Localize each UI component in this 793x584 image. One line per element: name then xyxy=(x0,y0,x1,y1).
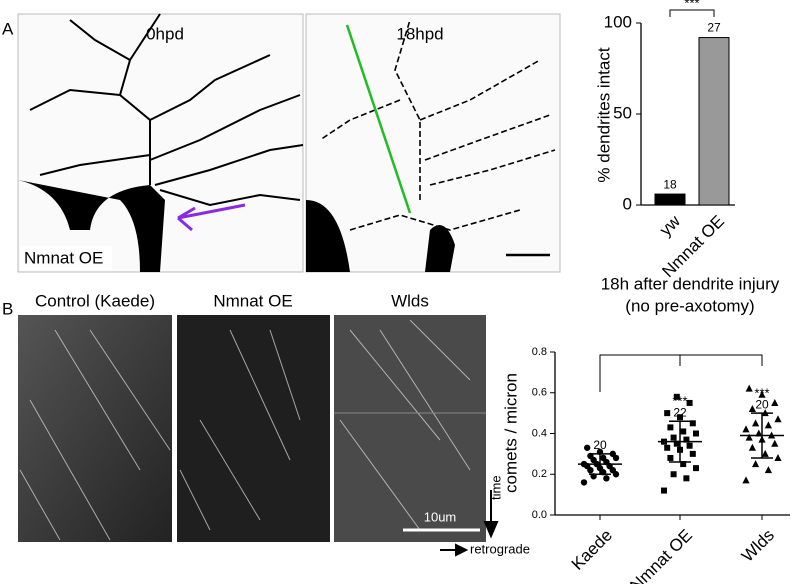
data-point xyxy=(584,444,591,451)
x-tick-label: yw xyxy=(656,211,685,240)
y-tick-label: 100 xyxy=(604,12,632,31)
data-point xyxy=(752,460,760,468)
data-point xyxy=(748,443,756,451)
x-tick-label: Wlds xyxy=(738,526,778,566)
data-point xyxy=(774,415,782,423)
data-point xyxy=(748,405,756,413)
significance-label: *** xyxy=(672,394,687,409)
data-point xyxy=(664,410,671,417)
data-point xyxy=(683,475,690,482)
image-title: Wlds xyxy=(391,291,429,310)
retrograde-arrow xyxy=(440,543,469,557)
n-label: 27 xyxy=(707,21,721,35)
n-label: 20 xyxy=(593,438,607,452)
data-point xyxy=(774,453,782,461)
y-tick-label: 50 xyxy=(613,103,632,122)
significance-bracket xyxy=(669,9,715,17)
image-title: Nmnat OE xyxy=(213,291,292,310)
y-axis-title: comets / micron xyxy=(501,373,520,493)
data-point xyxy=(677,414,683,421)
image-title: 18hpd xyxy=(396,24,443,43)
image-note: Nmnat OE xyxy=(24,248,103,267)
data-point xyxy=(755,429,763,437)
data-point xyxy=(661,487,667,494)
time-arrow xyxy=(483,490,499,539)
time-label: time xyxy=(488,475,503,500)
n-label: 22 xyxy=(673,405,687,419)
y-tick-label: 0.0 xyxy=(532,509,547,521)
x-axis-title: (no pre-axotomy) xyxy=(625,296,754,315)
panel-label: A xyxy=(2,19,14,38)
x-tick-label: Nmnat OE xyxy=(626,526,696,584)
error-bar xyxy=(589,453,611,475)
data-point xyxy=(680,428,687,435)
data-point xyxy=(580,479,588,486)
data-point xyxy=(752,419,760,427)
significance-bracket xyxy=(599,354,763,392)
data-point xyxy=(670,434,677,441)
data-point xyxy=(686,399,693,406)
n-label: 20 xyxy=(755,397,769,411)
image-title: Control (Kaede) xyxy=(35,291,155,310)
data-point xyxy=(689,450,696,457)
error-bar xyxy=(751,412,773,459)
data-point xyxy=(667,424,674,431)
data-point xyxy=(667,454,674,461)
data-point xyxy=(742,425,750,433)
data-point xyxy=(761,449,769,457)
micrograph xyxy=(17,13,304,273)
data-point xyxy=(693,465,699,472)
n-label: 18 xyxy=(663,177,677,191)
significance-label: *** xyxy=(754,386,769,401)
data-point xyxy=(683,436,690,443)
y-tick-label: 0.8 xyxy=(532,346,547,358)
scale-label: 10um xyxy=(424,509,457,524)
y-tick-label: 0.2 xyxy=(532,468,547,480)
panel-label: B xyxy=(2,299,13,318)
data-point xyxy=(742,476,750,484)
data-point xyxy=(673,393,680,400)
significance-label: *** xyxy=(684,0,699,10)
data-point xyxy=(764,421,772,429)
data-point xyxy=(673,440,680,447)
data-point xyxy=(745,433,753,441)
bar xyxy=(698,37,730,206)
data-point xyxy=(758,390,766,398)
data-point xyxy=(771,439,779,447)
y-tick-label: 0.6 xyxy=(532,387,547,399)
data-point xyxy=(609,450,616,458)
data-point xyxy=(670,471,677,478)
data-point xyxy=(771,398,779,406)
data-point xyxy=(689,420,696,427)
error-bar xyxy=(669,420,691,463)
x-tick-label: Kaede xyxy=(568,526,616,574)
y-tick-label: 0.4 xyxy=(532,427,547,439)
data-point xyxy=(745,384,753,392)
micrograph xyxy=(305,13,561,273)
data-point xyxy=(693,430,699,437)
data-point xyxy=(664,444,671,451)
y-tick-label: 0 xyxy=(623,194,632,213)
image-title: 0hpd xyxy=(146,24,184,43)
x-axis-title: 18h after dendrite injury xyxy=(601,274,780,293)
data-point xyxy=(600,454,607,462)
data-point xyxy=(680,461,687,468)
bar xyxy=(654,193,686,206)
data-point xyxy=(764,466,772,474)
kymograph xyxy=(18,315,486,542)
retrograde-label: retrograde xyxy=(470,541,530,556)
data-point xyxy=(686,442,693,449)
data-point xyxy=(603,475,610,482)
y-axis-title: % dendrites intact xyxy=(594,47,613,182)
